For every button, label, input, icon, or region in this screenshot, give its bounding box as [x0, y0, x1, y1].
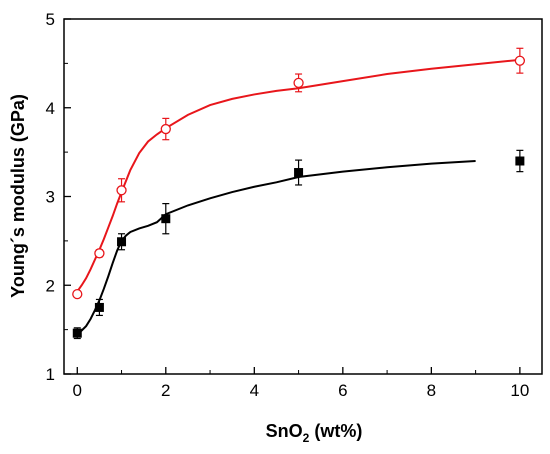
data-point-series-1	[161, 214, 171, 224]
y-tick-label-3: 3	[46, 188, 55, 207]
data-point-series-1	[72, 328, 82, 338]
data-point-series-1	[294, 168, 304, 178]
x-axis-title-subscript: 2	[303, 431, 310, 445]
fit-curve-series-1	[76, 160, 476, 335]
fit-curves	[76, 58, 520, 335]
data-point-series-1	[117, 237, 127, 247]
data-point-series-0	[293, 77, 304, 89]
data-point-series-0	[94, 248, 105, 259]
y-axis-title: Young´s modulus (GPa)	[8, 94, 28, 298]
y-tick-label-2: 2	[46, 276, 55, 295]
x-axis-title: SnO2 (wt%)	[266, 421, 363, 445]
x-axis-title-unit: (wt%)	[309, 421, 362, 441]
plot-frame	[63, 18, 543, 375]
data-point-series-0	[160, 123, 171, 135]
x-tick-label-2: 2	[161, 381, 170, 400]
x-tick-label-0: 0	[73, 381, 82, 400]
y-tick-label-1: 1	[46, 365, 55, 384]
y-tick-label-4: 4	[46, 99, 55, 118]
error-bars	[73, 47, 524, 340]
x-tick-label-10: 10	[510, 381, 529, 400]
x-axis-title-base: SnO	[266, 421, 303, 441]
x-tick-label-8: 8	[427, 381, 436, 400]
x-tick-label-4: 4	[250, 381, 259, 400]
data-points	[72, 55, 526, 338]
data-point-series-0	[72, 288, 83, 300]
data-point-series-1	[94, 302, 104, 312]
data-point-series-0	[514, 55, 526, 66]
data-point-series-0	[116, 185, 127, 196]
y-tick-label-5: 5	[46, 10, 55, 29]
data-point-series-1	[515, 156, 525, 166]
x-tick-label-6: 6	[338, 381, 347, 400]
